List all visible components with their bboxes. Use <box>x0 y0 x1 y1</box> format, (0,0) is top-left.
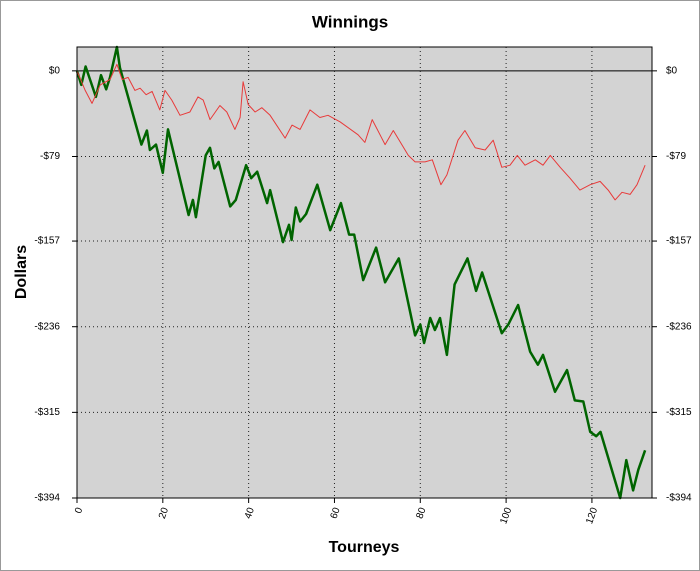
x-tick-label: 40 <box>243 506 257 521</box>
y-axis-title: Dollars <box>13 245 30 299</box>
y-tick-label: -$394 <box>34 493 60 504</box>
x-tick-label: 20 <box>157 506 171 521</box>
plot-area <box>76 46 653 499</box>
y-tick-label: -$236 <box>34 321 60 332</box>
x-tick-label: 0 <box>73 506 85 515</box>
plot-border <box>76 46 653 499</box>
line-series <box>76 63 646 201</box>
y2-tick-label: -$79 <box>666 151 686 162</box>
y-tick-label: -$157 <box>34 236 60 247</box>
x-tick-label: 80 <box>414 506 428 521</box>
chart-title: Winnings <box>312 12 388 31</box>
y2-tick-label: -$157 <box>666 236 692 247</box>
x-tick-label: 60 <box>329 506 343 521</box>
y2-tick-label: -$394 <box>666 493 692 504</box>
line-series <box>75 45 647 500</box>
x-axis-title: Tourneys <box>329 539 400 556</box>
y-tick-label: -$79 <box>40 151 60 162</box>
y-tick-label: -$315 <box>34 407 60 418</box>
y-tick-label: $0 <box>49 65 61 76</box>
y2-tick-label: $0 <box>666 65 678 76</box>
y2-tick-label: -$236 <box>666 321 692 332</box>
y2-tick-label: -$315 <box>666 407 692 418</box>
